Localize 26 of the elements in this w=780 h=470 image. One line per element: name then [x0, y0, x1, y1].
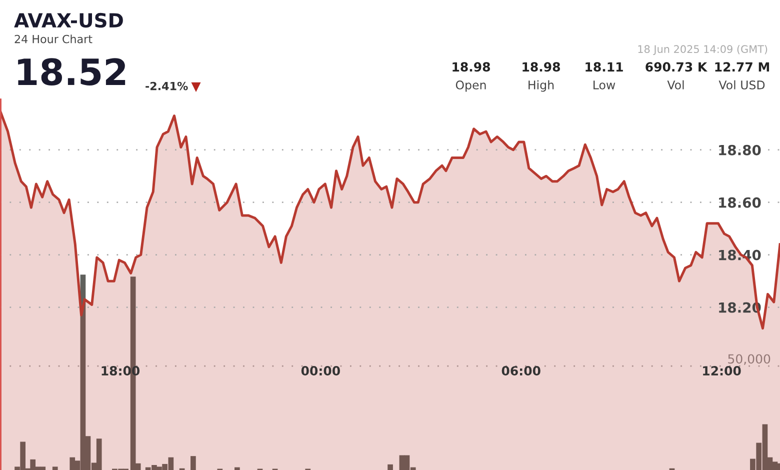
- text: 18.98: [452, 62, 490, 72]
- text: 18.98: [522, 62, 560, 72]
- bar: [234, 467, 240, 470]
- text: ▼: [191, 82, 201, 92]
- x-tick-label: 12:00: [703, 366, 741, 376]
- text: 18.11: [586, 62, 623, 72]
- text: -2.41%: [146, 82, 188, 90]
- bar: [52, 466, 58, 470]
- text: High: [528, 80, 554, 92]
- text: 18 Jun 2025 14:09 (GMT): [638, 44, 768, 55]
- text: 18.52: [18, 58, 126, 86]
- text: 12.77 M: [715, 62, 770, 72]
- x-tick-label: 00:00: [301, 366, 340, 376]
- chart-title: AVAX-USD: [14, 12, 123, 28]
- y2-tick-label: 50,000: [728, 354, 770, 365]
- text: 690.73 K: [646, 62, 708, 72]
- bar: [388, 464, 393, 470]
- text: Vol USD: [718, 80, 765, 90]
- bar: [190, 456, 196, 470]
- y-tick-label: 18.80: [719, 144, 761, 156]
- text: Open: [456, 80, 486, 92]
- text: Vol: [667, 80, 684, 90]
- text: Low: [594, 80, 616, 90]
- y-tick-label: 18.60: [719, 197, 761, 208]
- x-tick-label: 06:00: [502, 366, 540, 376]
- chart-subtitle: 24 Hour Chart: [14, 34, 92, 44]
